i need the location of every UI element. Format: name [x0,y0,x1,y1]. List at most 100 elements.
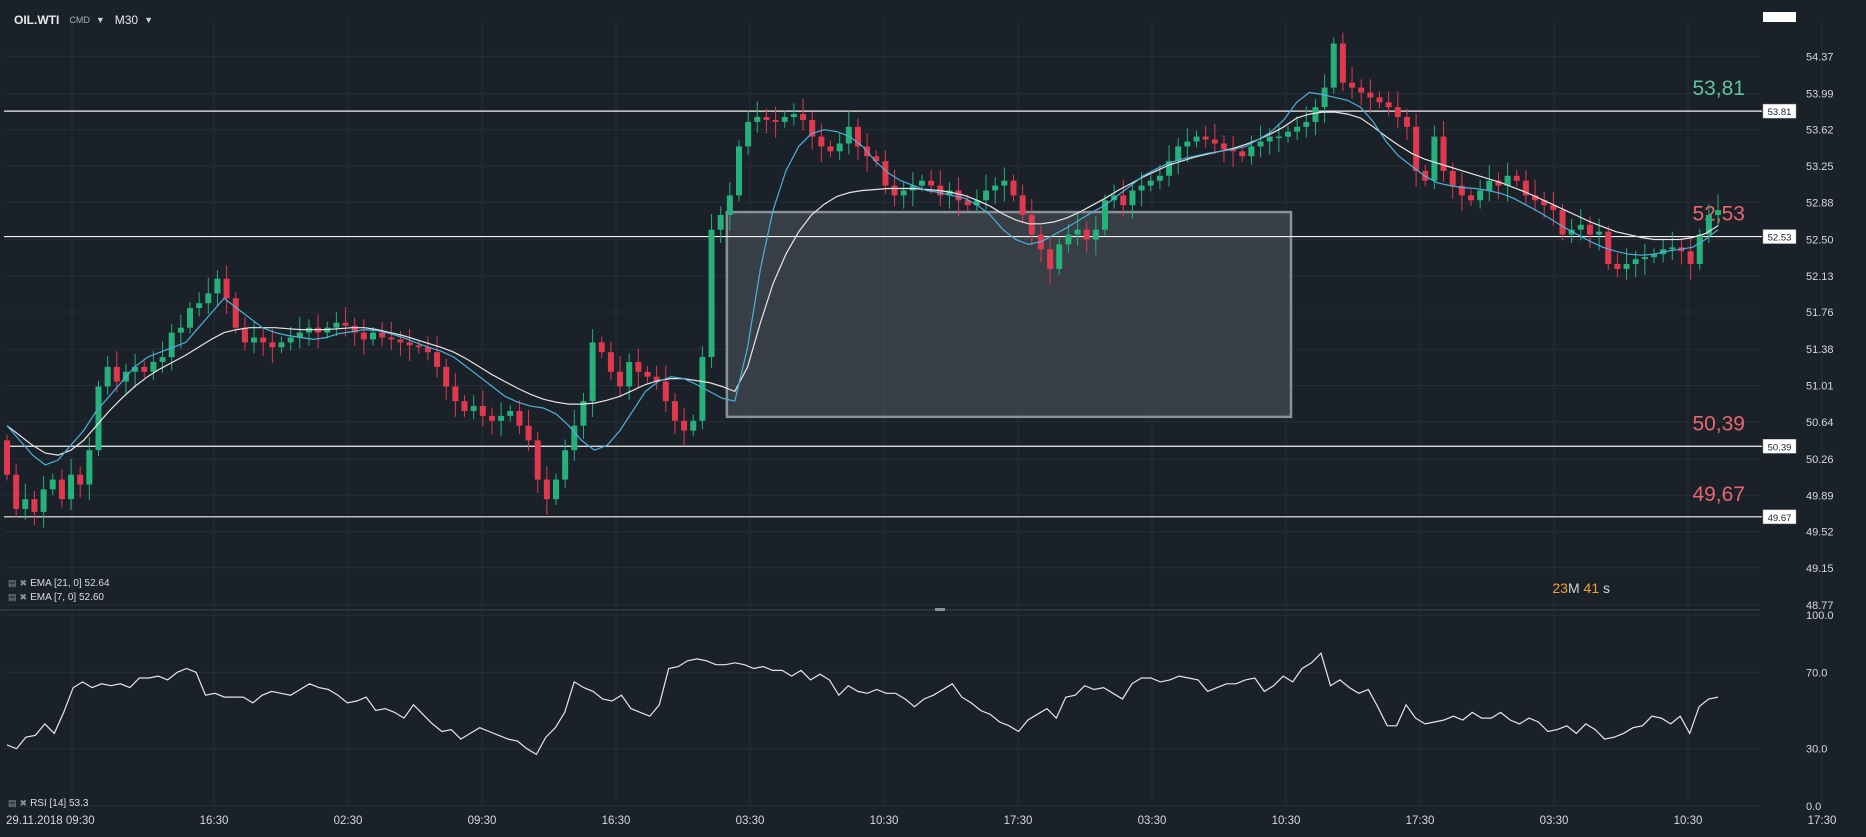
time-tick-label: 17:30 [1406,815,1435,827]
candle-body [1623,263,1630,269]
candle-body [992,185,999,191]
panel-resize-handle [935,608,945,611]
timeframe-selector[interactable]: M30 [114,13,139,27]
rsi-line [6,652,1719,756]
candle-body [873,156,880,162]
candle-body [1266,136,1273,142]
candle-body [1349,82,1356,88]
time-tick-label: 09:30 [468,815,497,827]
candle-body [1513,175,1520,181]
candle-body [1092,229,1099,240]
candle-body [534,440,541,480]
candle-body [1541,200,1548,206]
ema21-legend[interactable]: ▤ ✖ EMA [21, 0] 52.64 [8,578,110,589]
settings-icon[interactable]: ▤ [8,578,17,588]
rsi-text: RSI [14] 53.3 [30,798,89,809]
level-big-label: 53,81 [1692,77,1745,100]
rsi-tick-label: 0.0 [1806,801,1821,813]
candle-body [1147,180,1154,186]
candle-body [214,278,221,294]
candle-body [406,342,413,346]
candle-body [836,143,843,152]
candle-body [818,136,825,147]
chevron-down-icon[interactable]: ▼ [95,15,105,25]
candle-body [781,117,788,122]
top-tag-box [1763,12,1796,22]
candle-body [790,114,797,118]
candle-body [1522,180,1529,196]
candle-body [882,161,889,186]
candle-body [196,303,203,309]
category-label: CMD [69,15,90,25]
ema7-legend[interactable]: ▤ ✖ EMA [7, 0] 52.60 [8,592,104,603]
candle-body [1248,146,1255,157]
candle-body [1230,149,1237,152]
time-tick-label: 10:30 [1272,815,1301,827]
candle-body [49,479,56,490]
candle-body [1211,139,1218,144]
close-icon[interactable]: ✖ [19,592,28,602]
candle-body [553,479,559,500]
candle-body [1056,244,1063,269]
timer-minutes: 23 [1552,580,1568,596]
candle-body [1596,231,1603,235]
candle-body [1138,185,1145,191]
candle-body [635,361,642,372]
price-tick-label: 52.50 [1806,234,1834,246]
candle-body [1632,259,1639,264]
candle-body [845,126,852,144]
candle-body [498,415,505,421]
candle-body [763,117,770,120]
candle-body [1028,215,1035,235]
candle-body [232,298,239,328]
candle-body [1705,215,1712,235]
price-tick-label: 49.52 [1806,527,1834,539]
settings-icon[interactable]: ▤ [8,592,17,602]
chevron-down-icon[interactable]: ▼ [144,15,154,25]
time-tick-label: 03:30 [1540,815,1569,827]
candle-body [397,339,404,343]
candle-body [479,406,486,416]
candle-body [296,332,303,338]
rsi-panel: 100.0 70.0 30.0 0.0 [4,610,1834,813]
candle-body [104,366,111,387]
close-icon[interactable]: ✖ [19,578,28,588]
candle-body [1257,141,1264,147]
level-tag-text: 52.53 [1768,233,1792,244]
candle-body [58,479,65,500]
price-tick-label: 51.76 [1806,307,1834,319]
time-tick-label: 03:30 [736,815,765,827]
candle-body [424,347,431,353]
candle-body [708,229,715,358]
time-axis: 29.11.2018 09:30 16:30 02:30 09:30 16:30 03:3… [6,815,1836,827]
candle-body [1312,107,1319,122]
price-tick-label: 48.77 [1806,600,1834,612]
candle-body [653,376,660,382]
candle-body [626,361,633,387]
close-icon[interactable]: ✖ [19,798,28,808]
candle-body [223,278,230,299]
candle-body [1495,180,1502,186]
price-tick-label: 53.99 [1806,88,1834,100]
ema-fast-line [6,91,1719,466]
candle-body [946,190,953,196]
candle-body [1486,180,1493,191]
chart-grid [0,20,1823,806]
level-tag-text: 53.81 [1768,107,1792,118]
candle-body [928,180,935,186]
settings-icon[interactable]: ▤ [8,798,17,808]
rsi-legend[interactable]: ▤ ✖ RSI [14] 53.3 [8,798,88,809]
ema7-text: EMA [7, 0] 52.60 [30,592,104,603]
time-tick-label: 10:30 [870,815,899,827]
candle-body [1641,257,1648,260]
candle-body [827,146,834,152]
level-big-label: 50,39 [1692,412,1745,435]
candle-body [443,366,450,387]
candle-body [360,332,367,340]
time-tick-label: 17:30 [1808,815,1837,827]
symbol-label[interactable]: OIL.WTI [14,13,60,27]
candle-body [726,195,733,215]
candle-body [388,337,395,340]
candle-body [1010,180,1017,196]
